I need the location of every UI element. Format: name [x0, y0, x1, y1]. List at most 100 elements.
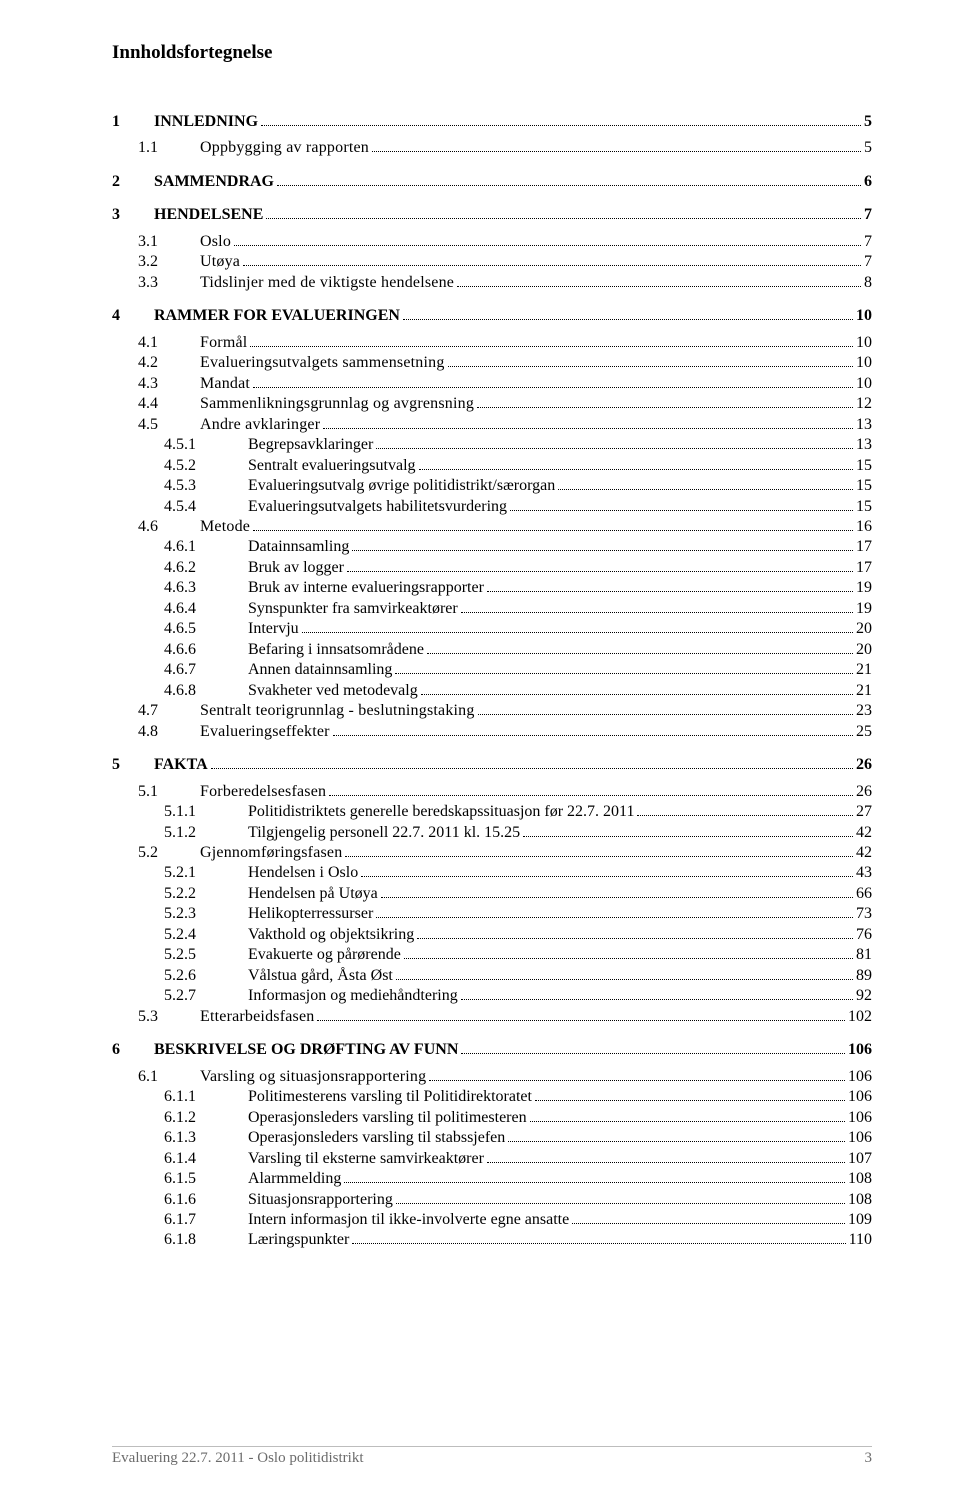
toc-label: Formål [200, 333, 247, 353]
toc-page: 10 [856, 306, 872, 326]
dot-leader [558, 478, 853, 490]
toc-page: 10 [856, 374, 872, 394]
toc-label: Svakheter ved metodevalg [248, 681, 418, 701]
toc-label: Befaring i innsatsområdene [248, 640, 424, 660]
toc-line: 5.2.5Evakuerte og pårørende81 [112, 945, 872, 965]
toc-label: Tidslinjer med de viktigste hendelsene [200, 273, 454, 293]
toc-page: 15 [856, 497, 872, 517]
toc-label: Politimesterens varsling til Politidirek… [248, 1087, 532, 1107]
toc-number: 3 [112, 205, 154, 225]
dot-leader [421, 683, 853, 695]
toc-page: 13 [856, 415, 872, 435]
toc-line: 4.6.6Befaring i innsatsområdene20 [112, 640, 872, 660]
toc-label: Evalueringsutvalgets habilitetsvurdering [248, 497, 507, 517]
dot-leader [429, 1069, 845, 1081]
toc-label: Tilgjengelig personell 22.7. 2011 kl. 15… [248, 823, 520, 843]
toc-page: 13 [856, 435, 872, 455]
toc-number: 6.1.7 [112, 1210, 248, 1230]
dot-leader [352, 1232, 845, 1244]
dot-leader [510, 498, 853, 510]
toc-line: 6.1.2Operasjonsleders varsling til polit… [112, 1108, 872, 1128]
toc-label: SAMMENDRAG [154, 172, 274, 192]
toc-line: 1INNLEDNING5 [112, 112, 872, 132]
toc-line: 5.2.4Vakthold og objektsikring76 [112, 925, 872, 945]
toc-number: 4.4 [112, 394, 200, 414]
toc-page: 106 [848, 1128, 872, 1148]
dot-leader [417, 927, 853, 939]
toc-page: 81 [856, 945, 872, 965]
toc-line: 6.1Varsling og situasjonsrapportering106 [112, 1067, 872, 1087]
toc-line: 4.5Andre avklaringer13 [112, 415, 872, 435]
toc-page: 5 [864, 112, 872, 132]
dot-leader [461, 988, 853, 1000]
toc-line: 2SAMMENDRAG6 [112, 172, 872, 192]
toc-number: 4.6.5 [112, 619, 248, 639]
toc-line: 4.6.1Datainnsamling17 [112, 537, 872, 557]
toc-line: 4.6.3Bruk av interne evalueringsrapporte… [112, 578, 872, 598]
toc-label: Intern informasjon til ikke-involverte e… [248, 1210, 569, 1230]
toc-line: 6.1.5Alarmmelding108 [112, 1169, 872, 1189]
toc-page: 15 [856, 456, 872, 476]
toc-number: 4.8 [112, 722, 200, 742]
dot-leader [478, 703, 853, 715]
toc-label: FAKTA [154, 755, 208, 775]
toc-page: 19 [856, 578, 872, 598]
toc-line: 3HENDELSENE7 [112, 205, 872, 225]
toc-number: 4.7 [112, 701, 200, 721]
page-title: Innholdsfortegnelse [112, 42, 872, 64]
toc-line: 4.2Evalueringsutvalgets sammensetning10 [112, 353, 872, 373]
toc-label: Sentralt evalueringsutvalg [248, 456, 416, 476]
toc-page: 110 [849, 1230, 872, 1250]
toc-page: 76 [856, 925, 872, 945]
toc-line: 5.1.2Tilgjengelig personell 22.7. 2011 k… [112, 823, 872, 843]
toc-label: Hendelsen i Oslo [248, 863, 358, 883]
toc-number: 4.6.8 [112, 681, 248, 701]
toc-page: 17 [856, 558, 872, 578]
toc-number: 5.3 [112, 1007, 200, 1027]
toc-label: Vakthold og objektsikring [248, 925, 414, 945]
toc-label: Helikopterressurser [248, 904, 373, 924]
toc-label: Varsling til eksterne samvirkeaktører [248, 1149, 484, 1169]
toc-line: 5.1.1Politidistriktets generelle beredsk… [112, 802, 872, 822]
toc-label: Mandat [200, 374, 250, 394]
dot-leader [427, 642, 853, 654]
dot-leader [477, 396, 853, 408]
dot-leader [461, 1042, 845, 1054]
toc-number: 6 [112, 1040, 154, 1060]
toc-page: 21 [856, 660, 872, 680]
toc-label: INNLEDNING [154, 112, 258, 132]
toc-label: RAMMER FOR EVALUERINGEN [154, 306, 400, 326]
toc-number: 5.2.1 [112, 863, 248, 883]
toc-line: 4.6.7Annen datainnsamling21 [112, 660, 872, 680]
toc-label: Utøya [200, 252, 240, 272]
toc-label: Læringspunkter [248, 1230, 349, 1250]
footer-left: Evaluering 22.7. 2011 - Oslo politidistr… [112, 1450, 364, 1467]
toc-label: Operasjonsleders varsling til stabssjefe… [248, 1128, 505, 1148]
toc-number: 5.1.1 [112, 802, 248, 822]
toc-label: Datainnsamling [248, 537, 349, 557]
toc-number: 5 [112, 755, 154, 775]
toc-number: 5.2.7 [112, 986, 248, 1006]
toc-page: 42 [856, 843, 872, 863]
toc-page: 106 [848, 1067, 872, 1087]
toc-number: 4.5.1 [112, 435, 248, 455]
toc-number: 2 [112, 172, 154, 192]
toc-page: 7 [864, 232, 872, 252]
toc-label: Etterarbeidsfasen [200, 1007, 314, 1027]
toc-number: 6.1.4 [112, 1149, 248, 1169]
toc-line: 4RAMMER FOR EVALUERINGEN10 [112, 306, 872, 326]
dot-leader [277, 174, 861, 186]
dot-leader [572, 1212, 845, 1224]
toc-line: 5FAKTA26 [112, 755, 872, 775]
toc-page: 21 [856, 681, 872, 701]
toc-number: 4.5.2 [112, 456, 248, 476]
toc-label: Alarmmelding [248, 1169, 341, 1189]
toc-number: 4.1 [112, 333, 200, 353]
toc-line: 4.6.2Bruk av logger17 [112, 558, 872, 578]
toc-label: Oppbygging av rapporten [200, 138, 369, 158]
toc-number: 6.1.3 [112, 1128, 248, 1148]
toc-number: 6.1.2 [112, 1108, 248, 1128]
toc-label: Bruk av logger [248, 558, 344, 578]
dot-leader [266, 207, 861, 219]
toc-line: 4.1Formål10 [112, 333, 872, 353]
